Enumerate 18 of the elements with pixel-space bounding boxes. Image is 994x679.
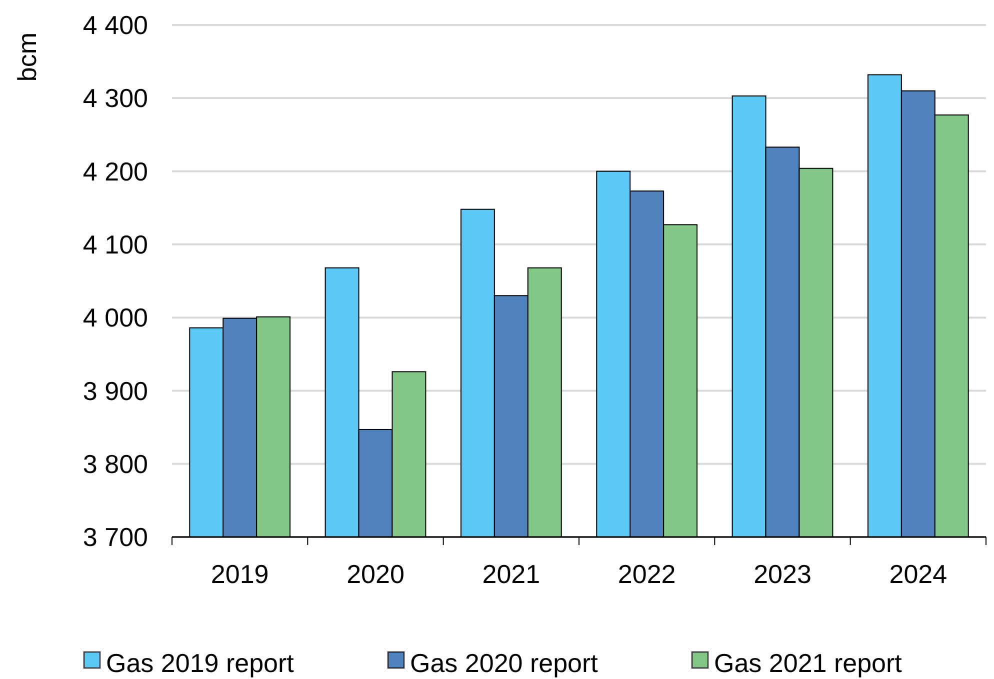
x-tick-label: 2019 — [210, 559, 269, 589]
y-tick-label: 4 300 — [82, 83, 148, 114]
legend-label: Gas 2020 report — [410, 648, 599, 678]
y-tick-label: 4 000 — [82, 302, 148, 333]
x-tick-label: 2020 — [346, 559, 404, 589]
y-axis-title: bcm — [12, 32, 42, 82]
y-tick-label: 3 800 — [82, 448, 148, 479]
legend-label: Gas 2019 report — [106, 648, 295, 678]
legend-label: Gas 2021 report — [714, 648, 903, 678]
y-tick-label: 4 200 — [82, 156, 148, 186]
x-tick-label: 2021 — [482, 559, 540, 589]
y-tick-label: 3 700 — [82, 522, 148, 552]
x-tick-label: 2022 — [618, 559, 676, 589]
y-tick-label: 4 400 — [82, 10, 148, 40]
x-tick-label: 2023 — [754, 559, 812, 589]
y-tick-label: 3 900 — [82, 376, 148, 406]
x-tick-label: 2024 — [889, 559, 948, 589]
y-tick-label: 4 100 — [82, 230, 148, 260]
